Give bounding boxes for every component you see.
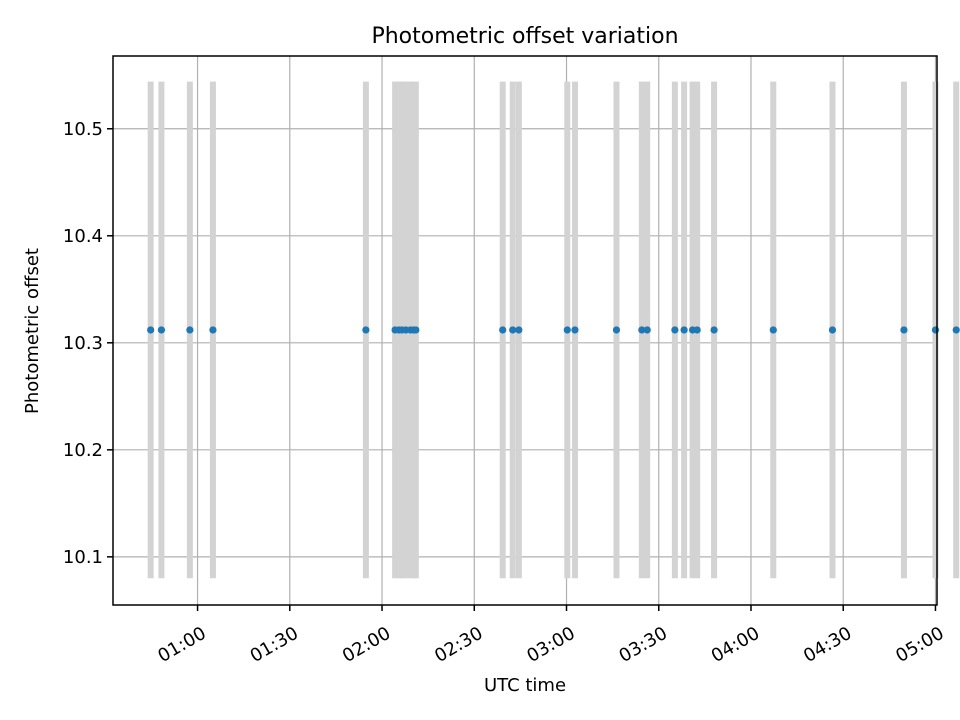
y-axis-label: Photometric offset <box>22 248 43 414</box>
x-tick-label-8: 05:00 <box>892 623 947 667</box>
data-point-21 <box>680 326 688 334</box>
data-point-24 <box>710 326 718 334</box>
x-tick-label-2: 02:00 <box>339 623 394 667</box>
data-point-23 <box>693 326 701 334</box>
data-point-28 <box>931 326 940 334</box>
data-point-3 <box>209 326 217 334</box>
data-point-2 <box>186 326 194 334</box>
x-tick-label-7: 04:30 <box>800 623 855 667</box>
data-point-14 <box>515 326 523 334</box>
y-tick-label-1: 10.2 <box>63 440 103 461</box>
data-point-25 <box>769 326 777 334</box>
data-point-27 <box>900 326 908 334</box>
y-tick-label-2: 10.3 <box>63 333 103 354</box>
data-point-18 <box>638 326 646 334</box>
chart-title: Photometric offset variation <box>371 24 678 49</box>
x-tick-label-5: 03:30 <box>616 623 671 667</box>
plot-frame <box>112 55 938 606</box>
data-points <box>147 326 960 334</box>
x-tick-label-1: 01:30 <box>247 623 302 667</box>
y-tick-label-4: 10.5 <box>63 119 103 140</box>
data-point-16 <box>571 326 579 334</box>
data-point-12 <box>499 326 507 334</box>
x-axis-label: UTC time <box>484 675 566 696</box>
data-point-20 <box>671 326 679 334</box>
x-axis-ticks: 01:00 01:30 02:00 02:30 03:00 03:30 04:00 04:30… <box>154 605 948 667</box>
x-tick-label-3: 02:30 <box>431 623 486 667</box>
data-point-13 <box>509 326 517 334</box>
x-tick-label-4: 03:00 <box>523 623 578 667</box>
data-point-15 <box>563 326 571 334</box>
data-point-29 <box>952 326 960 334</box>
y-tick-label-0: 10.1 <box>63 547 103 568</box>
y-tick-label-3: 10.4 <box>63 226 103 247</box>
grid-lines <box>113 56 937 605</box>
data-point-19 <box>643 326 651 334</box>
x-tick-label-0: 01:00 <box>154 623 209 667</box>
x-tick-label-6: 04:00 <box>708 623 763 667</box>
data-point-0 <box>147 326 155 334</box>
data-point-17 <box>612 326 621 334</box>
data-point-4 <box>362 326 370 334</box>
y-axis-ticks: 10.1 10.2 10.3 10.4 10.5 <box>63 119 113 568</box>
data-point-1 <box>157 326 166 334</box>
data-point-11 <box>412 326 420 334</box>
data-point-26 <box>828 326 837 334</box>
